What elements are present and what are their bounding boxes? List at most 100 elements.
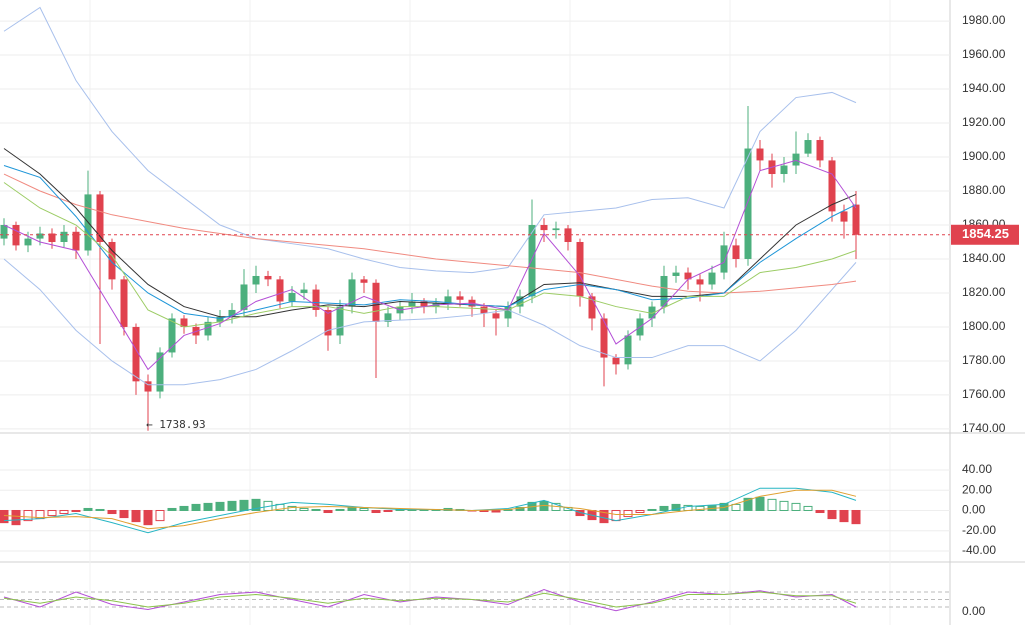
histogram-bar xyxy=(0,509,9,524)
histogram-bar xyxy=(143,509,153,526)
candle-body xyxy=(624,335,632,365)
candle-body xyxy=(456,296,464,300)
histogram-bar xyxy=(371,509,381,514)
indicator-line xyxy=(3,173,857,294)
candle-body xyxy=(744,148,752,259)
histogram-bar xyxy=(779,500,789,511)
candle-body xyxy=(120,279,128,327)
histogram-bar xyxy=(215,501,225,511)
candle-body xyxy=(144,381,152,392)
candle-body xyxy=(408,301,416,307)
indicator-line xyxy=(3,182,857,328)
candle-body xyxy=(288,292,296,302)
candle-body xyxy=(648,306,656,319)
y-tick-label: 1800.00 xyxy=(962,319,1006,333)
candle-body xyxy=(792,153,800,166)
candle-body xyxy=(804,140,812,154)
histogram-bar xyxy=(743,497,753,511)
y-tick-label: 1820.00 xyxy=(962,285,1006,299)
candle-body xyxy=(312,289,320,310)
histogram-bar xyxy=(311,508,321,511)
min-label: ← 1738.93 xyxy=(146,418,206,431)
candle-body xyxy=(660,275,668,307)
candle-body xyxy=(36,233,44,239)
labels: 1740.00 1760.00 1780.00 1800.00 1820.00 1840.… xyxy=(146,13,1019,618)
histogram-bar xyxy=(11,509,21,526)
histogram-bar xyxy=(491,509,501,513)
y-tick-label: 1780.00 xyxy=(962,353,1006,367)
histogram-bar xyxy=(827,509,837,520)
candle-body xyxy=(840,211,848,222)
y-tick-label: 1840.00 xyxy=(962,251,1006,265)
histogram-bar xyxy=(611,509,621,522)
indicator-line xyxy=(3,159,857,371)
histogram-bar xyxy=(767,498,777,511)
histogram-bar xyxy=(95,508,105,511)
histogram-bar xyxy=(59,509,69,515)
candle-body xyxy=(708,272,716,285)
histogram-bar xyxy=(851,509,861,525)
y-tick-label: 0.00 xyxy=(962,503,986,517)
candle-body xyxy=(372,282,380,322)
marks xyxy=(0,6,950,612)
candle-body xyxy=(108,241,116,280)
candle-body xyxy=(276,279,284,302)
histogram-bar xyxy=(179,505,189,511)
histogram-bar xyxy=(623,509,633,518)
y-tick-label: 20.00 xyxy=(962,482,992,496)
y-tick-label: -40.00 xyxy=(962,543,996,557)
histogram-bar xyxy=(359,507,369,511)
candle-body xyxy=(48,233,56,242)
candle-body xyxy=(12,224,20,246)
histogram-bar xyxy=(839,509,849,523)
histogram-bar xyxy=(347,506,357,511)
histogram-bar xyxy=(803,505,813,511)
last-price-box xyxy=(951,224,1019,245)
candle-body xyxy=(228,309,236,317)
histogram-bar xyxy=(695,505,705,511)
candle-body xyxy=(240,284,248,310)
candle-body xyxy=(564,228,572,242)
candle-body xyxy=(384,313,392,322)
histogram-bar xyxy=(71,509,81,513)
candle-body xyxy=(60,231,68,242)
candle-body xyxy=(504,306,512,319)
y-tick-label: 1980.00 xyxy=(962,13,1006,27)
candle-body xyxy=(264,275,272,280)
histogram-bar xyxy=(335,508,345,511)
y-tick-label: 1900.00 xyxy=(962,149,1006,163)
candle-body xyxy=(252,275,260,285)
candle-body xyxy=(348,279,356,307)
histogram-bar xyxy=(323,509,333,514)
y-tick-label: 1920.00 xyxy=(962,115,1006,129)
candle-body xyxy=(72,231,80,251)
indicator-line xyxy=(3,6,857,274)
y-tick-label: 0.00 xyxy=(962,604,986,618)
candle-body xyxy=(612,357,620,365)
y-tick-label: 1880.00 xyxy=(962,183,1006,197)
candle-body xyxy=(780,165,788,175)
indicator-line xyxy=(3,588,857,612)
candle-body xyxy=(168,318,176,353)
candle-body xyxy=(180,318,188,327)
y-tick-label: 40.00 xyxy=(962,462,992,476)
candle-body xyxy=(156,352,164,392)
y-tick-label: -20.00 xyxy=(962,523,996,537)
candle-body xyxy=(576,241,584,297)
histogram-bar xyxy=(395,509,405,511)
y-tick-label: 1740.00 xyxy=(962,421,1006,435)
candle-body xyxy=(684,272,692,280)
indicator-line xyxy=(3,165,857,319)
candle-body xyxy=(816,140,824,161)
candle-body xyxy=(24,238,32,246)
histogram-bar xyxy=(203,502,213,511)
histogram-bar xyxy=(671,503,681,511)
candle-body xyxy=(672,272,680,276)
candle-body xyxy=(420,301,428,307)
histogram-bar xyxy=(419,509,429,511)
histogram-bar xyxy=(167,507,177,511)
candle-body xyxy=(756,148,764,161)
candle-body xyxy=(540,224,548,231)
